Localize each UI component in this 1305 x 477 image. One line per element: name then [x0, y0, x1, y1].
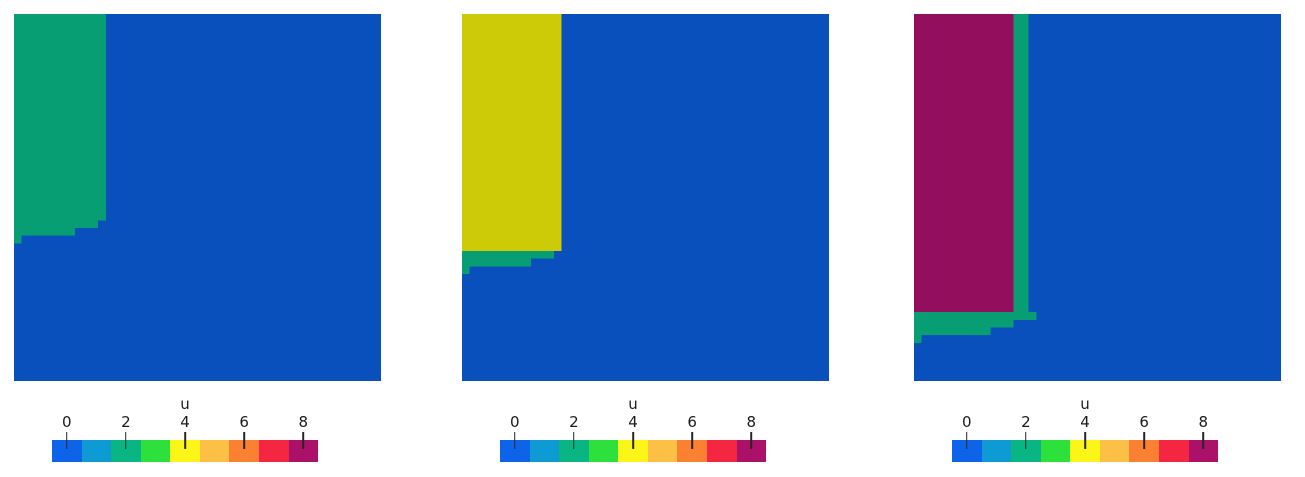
colorbar-band-3	[588, 440, 619, 462]
colorbar-ticklabel-4: 4	[180, 413, 190, 431]
colorbar-band-4	[618, 440, 648, 462]
colorbar-band-6	[1129, 440, 1159, 462]
colorbar-ticklabel-0: 0	[961, 413, 972, 431]
field-heatmap-3	[914, 14, 1281, 381]
colorbar-band-8	[288, 440, 319, 462]
field-image-1	[14, 14, 381, 381]
colorbar-band-4	[170, 440, 200, 462]
field-panel-3: u 0 2 4 6 8	[900, 0, 1305, 477]
field-panel-2: u 0 2 4 6 8	[448, 0, 883, 477]
colorbar-band-2	[559, 440, 589, 462]
colorbar-band-7	[258, 440, 289, 462]
colorbar-band-7	[706, 440, 737, 462]
colorbar-3: u 0 2 4 6 8	[952, 395, 1219, 466]
colorbar-1: u 0 2 4 6 8	[52, 395, 319, 466]
colorbar-ticklabel-6: 6	[1139, 413, 1149, 431]
colorbar-band-1	[529, 440, 560, 462]
colorbar-ticklabels-2: 0 2 4 6 8	[500, 413, 766, 433]
colorbar-band-5	[1099, 440, 1130, 462]
field-panel-1: u 0 2 4 6 8	[0, 0, 435, 477]
colorbar-band-8	[1188, 440, 1219, 462]
colorbar-band-3	[1040, 440, 1071, 462]
colorbar-band-0	[500, 440, 530, 462]
colorbar-ticklabel-8: 8	[746, 413, 756, 431]
field-image-2	[462, 14, 829, 381]
colorbar-ticklabel-8: 8	[1198, 413, 1208, 431]
colorbar-2: u 0 2 4 6 8	[500, 395, 767, 466]
colorbar-ticklabel-0: 0	[509, 413, 520, 431]
colorbar-ticklabel-8: 8	[298, 413, 308, 431]
colorbar-ticklabels-1: 0 2 4 6 8	[52, 413, 318, 433]
colorbar-ticklabel-2: 2	[569, 413, 579, 431]
colorbar-title-2: u	[628, 395, 638, 413]
colorbar-band-5	[647, 440, 678, 462]
colorbar-band-1	[81, 440, 112, 462]
colorbar-band-0	[952, 440, 982, 462]
field-heatmap-2	[462, 14, 829, 381]
colorbar-band-2	[1011, 440, 1041, 462]
colorbar-bar-1	[52, 440, 319, 462]
field-image-3	[914, 14, 1281, 381]
colorbar-band-5	[199, 440, 230, 462]
colorbar-ticklabel-4: 4	[628, 413, 638, 431]
colorbar-band-7	[1158, 440, 1189, 462]
colorbar-ticklabels-3: 0 2 4 6 8	[952, 413, 1218, 433]
colorbar-title-3: u	[1080, 395, 1090, 413]
colorbar-band-1	[981, 440, 1012, 462]
colorbar-band-6	[677, 440, 707, 462]
colorbar-band-4	[1070, 440, 1100, 462]
colorbar-ticklabel-6: 6	[687, 413, 697, 431]
colorbar-ticklabel-0: 0	[61, 413, 72, 431]
colorbar-bar-2	[500, 440, 767, 462]
colorbar-ticklabel-2: 2	[121, 413, 131, 431]
colorbar-title-1: u	[180, 395, 190, 413]
colorbar-ticklabel-4: 4	[1080, 413, 1090, 431]
colorbar-ticklabel-2: 2	[1021, 413, 1031, 431]
colorbar-band-0	[52, 440, 82, 462]
colorbar-band-2	[111, 440, 141, 462]
colorbar-bar-3	[952, 440, 1219, 462]
colorbar-band-6	[229, 440, 259, 462]
colorbar-ticklabel-6: 6	[239, 413, 249, 431]
colorbar-band-3	[140, 440, 171, 462]
colorbar-band-8	[736, 440, 767, 462]
field-heatmap-1	[14, 14, 381, 381]
